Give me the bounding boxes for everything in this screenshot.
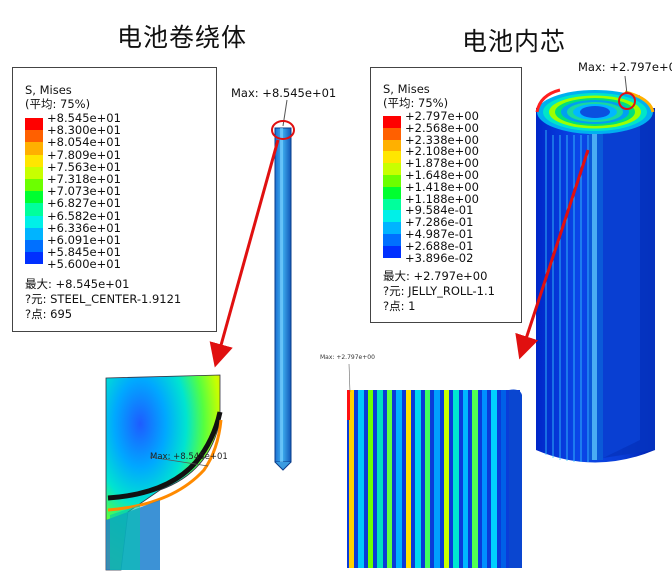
leader-line-zoom-left <box>149 456 209 467</box>
legend-right-colorbar <box>383 116 401 258</box>
colorbar-segment <box>25 118 43 131</box>
highlight-circle-right <box>618 92 636 110</box>
colorbar-segment <box>383 198 401 211</box>
legend-tick-label: +7.073e+01 <box>47 184 121 199</box>
legend-tick-label: +3.896e-02 <box>405 250 474 265</box>
title-left: 电池卷绕体 <box>117 23 248 52</box>
colorbar-segment <box>383 127 401 140</box>
legend-tick-label: +7.563e+01 <box>47 159 121 174</box>
legend-tick-label: +9.584e-01 <box>405 203 474 218</box>
legend-tick-label: +6.091e+01 <box>47 233 121 247</box>
legend-tick-label: +8.545e+01 <box>47 111 121 125</box>
colorbar-segment <box>383 186 401 199</box>
legend-tick-label: +2.108e+00 <box>405 144 479 159</box>
colorbar-segment <box>25 166 43 179</box>
legend-left-node: ?点: 695 <box>25 307 73 321</box>
highlight-circle-left <box>271 120 295 140</box>
legend-tick-label: +8.300e+01 <box>47 123 121 138</box>
colorbar-segment <box>25 178 43 192</box>
legend-right-max: 最大: +2.797e+00 <box>383 269 488 283</box>
colorbar-segment <box>383 245 401 258</box>
colorbar-segment <box>383 210 401 223</box>
legend-tick-label: +2.338e+00 <box>405 132 479 147</box>
legend-right-averaging: (平均: 75%) <box>383 96 449 110</box>
max-label-zoom-left: Max: +8.545e+01 <box>150 452 228 462</box>
colorbar-segment <box>25 215 43 228</box>
legend-right-node: ?点: 1 <box>383 299 416 313</box>
leader-line-right <box>624 75 628 95</box>
jelly-roll-3d <box>535 88 655 463</box>
legend-tick-label: +1.188e+00 <box>405 191 479 206</box>
arrow-right <box>515 149 590 360</box>
legend-tick-label: +6.827e+01 <box>47 196 121 211</box>
colorbar-segment <box>383 139 401 152</box>
legend-tick-label: +5.845e+01 <box>47 245 121 260</box>
legend-right: S, Mises (平均: 75%) +2.797e+00 +2.568e+00 +… <box>370 67 522 323</box>
legend-left-element: ?元: STEEL_CENTER-1.9121 <box>25 292 182 306</box>
legend-tick-label: +7.809e+01 <box>47 147 121 162</box>
colorbar-segment <box>383 163 401 175</box>
colorbar-segment <box>25 227 43 240</box>
legend-tick-label: +5.600e+01 <box>47 257 121 272</box>
max-label-right: Max: +2.797e+0 <box>578 60 672 74</box>
title-right: 电池内芯 <box>462 27 567 56</box>
max-label-left: Max: +8.545e+01 <box>231 86 337 100</box>
legend-left-colorbar <box>25 118 43 265</box>
steel-center-rod <box>274 127 292 471</box>
colorbar-segment <box>25 130 43 143</box>
colorbar-segment <box>383 174 401 187</box>
colorbar-segment <box>383 233 401 246</box>
legend-left: S, Mises (平均: 75%) +8.545e+01 +8.300e+01 +… <box>12 67 217 332</box>
colorbar-segment <box>383 151 401 164</box>
colorbar-segment <box>25 154 43 167</box>
legend-tick-label: +1.418e+00 <box>405 179 479 194</box>
legend-tick-label: +2.797e+00 <box>405 109 479 123</box>
legend-tick-label: +6.582e+01 <box>47 208 121 223</box>
legend-tick-label: +7.318e+01 <box>47 172 121 186</box>
colorbar-segment <box>383 222 401 234</box>
zoom-detail-left <box>105 374 223 571</box>
zoom-detail-right <box>347 363 522 568</box>
max-label-zoom-right: Max: +2.797e+00 <box>320 354 375 361</box>
legend-tick-label: +2.688e-01 <box>405 238 474 253</box>
legend-right-variable: S, Mises <box>383 82 430 96</box>
legend-left-max: 最大: +8.545e+01 <box>25 277 130 291</box>
colorbar-segment <box>25 239 43 253</box>
arrow-left <box>209 139 280 368</box>
colorbar-segment <box>25 203 43 216</box>
legend-tick-label: +6.336e+01 <box>47 220 121 235</box>
legend-tick-label: +1.878e+00 <box>405 156 479 171</box>
colorbar-segment <box>25 142 43 155</box>
legend-tick-label: +8.054e+01 <box>47 135 121 150</box>
colorbar-segment <box>383 116 401 128</box>
legend-left-averaging: (平均: 75%) <box>25 97 91 111</box>
legend-left-variable: S, Mises <box>25 83 72 97</box>
legend-tick-label: +7.286e-01 <box>405 215 474 230</box>
colorbar-segment <box>25 252 43 265</box>
legend-right-element: ?元: JELLY_ROLL-1.1 <box>383 284 495 298</box>
colorbar-segment <box>25 191 43 204</box>
legend-tick-label: +4.987e-01 <box>405 227 474 241</box>
legend-tick-label: +1.648e+00 <box>405 168 479 182</box>
legend-tick-label: +2.568e+00 <box>405 120 479 135</box>
